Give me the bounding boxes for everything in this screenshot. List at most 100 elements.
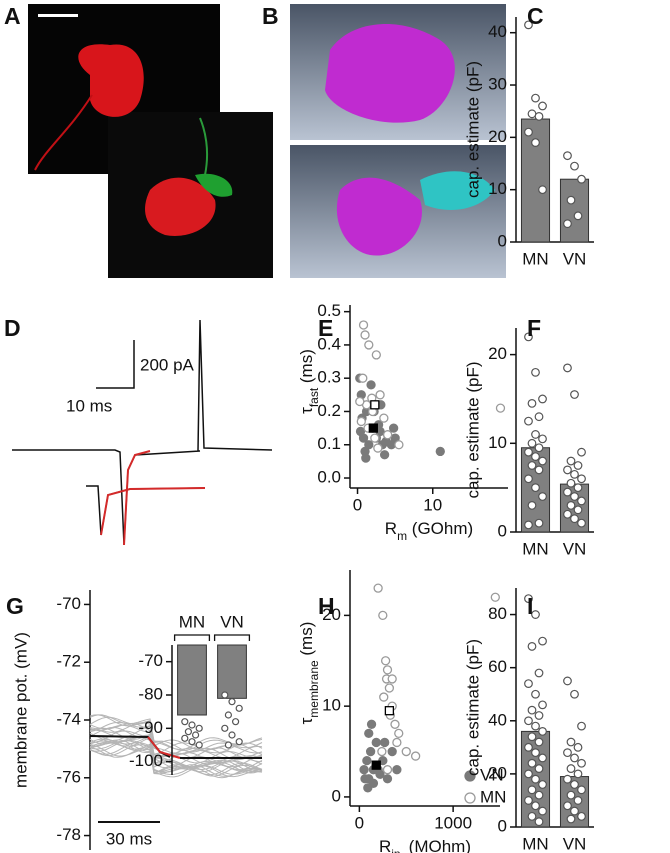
data-point [401,746,411,757]
data-point [370,433,380,443]
trace [89,722,263,758]
data-point [392,737,402,748]
data-point [527,705,537,715]
panel-label: H [318,593,335,619]
data-point [531,610,540,619]
x-tick-label: MN [179,612,205,631]
data-point [566,814,576,824]
data-point [382,665,393,675]
data-point [531,452,540,462]
data-point [355,396,365,407]
data-point [534,443,544,453]
panel-label: B [262,3,279,29]
data-point [192,731,200,739]
y-tick-label: 0.1 [317,434,341,453]
data-point [577,474,586,484]
data-point [538,753,547,763]
data-point [573,505,583,515]
data-point [363,783,373,793]
data-point [531,430,540,439]
x-tick-label: MN [522,834,548,853]
data-point [224,741,232,749]
data-point [563,801,572,811]
data-point [355,426,366,437]
data-point [235,704,243,712]
panel-label: I [527,593,533,619]
data-point [566,456,576,466]
data-point [577,721,586,731]
data-point [570,492,579,501]
label-rest: (ms) [297,622,316,661]
label-main: R [385,519,397,538]
data-point [538,700,547,710]
panel-a-image [28,4,273,278]
data-point [577,496,586,506]
y-tick-label: -70 [56,594,81,613]
label-main: R [379,837,391,853]
data-point [371,737,381,748]
data-point [527,732,537,742]
data-point [524,742,533,752]
data-point [566,478,576,488]
trace [89,742,263,774]
data-point [373,583,383,593]
data-point [573,742,583,752]
data-point [538,727,547,736]
data-point [527,758,537,768]
data-point [235,738,243,746]
trace [89,740,263,776]
y-tick-label: 40 [488,710,507,729]
y-tick-label: 30 [488,75,507,94]
x-tick-label: 1000 [434,813,472,832]
data-point [394,728,404,739]
data-point [538,780,547,789]
data-point [358,320,369,330]
panel-label: F [527,315,541,341]
data-point [435,446,445,457]
y-tick-label: -90 [138,718,163,737]
data-point [570,689,579,699]
data-point [390,719,400,729]
data-point [538,636,547,646]
data-point [524,416,533,426]
data-point [382,765,393,775]
data-point [378,610,388,621]
data-point [570,161,579,171]
data-point [577,518,586,528]
label-rest: (GOhm) [407,519,473,538]
data-point [524,474,533,484]
data-point [527,811,537,821]
data-point [534,465,544,475]
y-tick-label: 20 [322,605,341,624]
data-point [362,755,372,766]
bar [177,644,207,716]
trace [89,721,263,754]
data-point [366,380,376,390]
data-point [573,461,583,470]
data-point [570,514,579,524]
mean-trace-fit [147,736,181,759]
data-point [531,721,540,731]
data-point [524,796,533,805]
data-point [534,112,544,121]
data-point [573,769,583,779]
bar [559,178,590,243]
data-point [538,492,547,501]
data-point [490,592,500,602]
trace [89,735,263,771]
y-tick-label: -78 [56,825,81,844]
y-tick-label: 0.2 [317,401,341,420]
data-point [382,774,393,784]
label-main: τ [297,407,316,414]
trace [89,722,263,759]
data-point [570,806,579,816]
y-tick-label: 10 [488,433,507,452]
label-sub: m [397,529,407,543]
data-point [573,483,583,493]
mean-marker [368,423,378,433]
data-point [531,689,540,699]
data-point [356,416,366,427]
data-point [534,790,544,800]
scale-bar-label: 10 ms [66,396,112,415]
y-tick-label: 60 [488,657,507,676]
